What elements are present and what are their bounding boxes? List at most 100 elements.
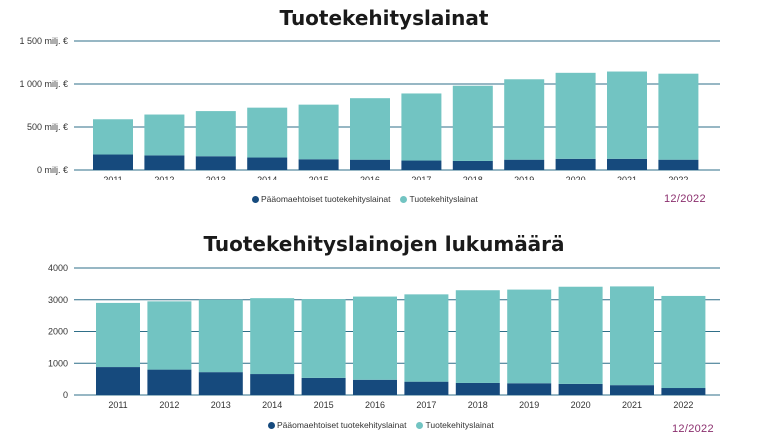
- y-tick-label: 500 milj. €: [27, 122, 68, 132]
- bar-rd-loans-2017: [401, 93, 442, 161]
- x-tick-label: 2021: [617, 175, 637, 180]
- bar-chart-loan-amounts: 0 milj. € 500 milj. € 1 000 milj. € 1 500 m…: [19, 36, 720, 180]
- legend-item-rd-loans: Tuotekehityslainat: [400, 194, 478, 204]
- x-tick-label: 2016: [365, 400, 385, 408]
- bar-rd-loans-2011: [96, 302, 140, 368]
- bar-equity-loans-2017: [404, 381, 449, 395]
- x-tick-label: 2021: [622, 400, 642, 408]
- bar-rd-loans-2022: [661, 295, 706, 389]
- y-tick-label: 1000: [48, 358, 68, 368]
- legend-swatch-light: [400, 195, 408, 203]
- bar-rd-loans-2019: [504, 79, 545, 160]
- x-tick-label: 2018: [463, 175, 483, 180]
- y-tick-label: 0 milj. €: [37, 165, 68, 175]
- bar-rd-loans-2020: [558, 286, 603, 384]
- bar-rd-loans-2016: [353, 296, 397, 380]
- x-tick-label: 2022: [673, 400, 693, 408]
- x-tick-label: 2013: [211, 400, 231, 408]
- chart-legend: Pääomaehtoiset tuotekehityslainat Tuotek…: [268, 420, 494, 430]
- x-tick-label: 2018: [468, 400, 488, 408]
- chart-legend: Pääomaehtoiset tuotekehityslainat Tuotek…: [252, 194, 478, 204]
- legend-swatch-dark: [252, 195, 259, 203]
- bar-equity-loans-2014: [250, 374, 295, 395]
- x-tick-label: 2012: [154, 175, 174, 180]
- bar-equity-loans-2018: [452, 160, 493, 170]
- legend-label: Pääomaehtoiset tuotekehityslainat: [261, 194, 391, 204]
- date-stamp: 12/2022: [672, 423, 714, 435]
- legend-swatch-dark: [268, 421, 275, 429]
- date-stamp: 12/2022: [664, 193, 706, 205]
- y-tick-label: 2000: [48, 327, 68, 337]
- x-tick-label: 2022: [668, 175, 688, 180]
- bar-rd-loans-2020: [555, 72, 596, 159]
- bar-equity-loans-2016: [350, 159, 390, 170]
- x-tick-label: 2012: [159, 400, 179, 408]
- bar-equity-loans-2018: [455, 382, 500, 395]
- bar-rd-loans-2016: [350, 98, 390, 160]
- bar-rd-loans-2012: [144, 114, 185, 156]
- bar-rd-loans-2018: [452, 85, 493, 161]
- bar-rd-loans-2018: [455, 290, 500, 383]
- legend-item-equity-loans: Pääomaehtoiset tuotekehityslainat: [268, 420, 406, 430]
- x-tick-label: 2014: [257, 175, 277, 180]
- bar-rd-loans-2013: [198, 299, 243, 373]
- bar-rd-loans-2021: [610, 286, 654, 386]
- bar-equity-loans-2014: [247, 157, 288, 170]
- x-tick-label: 2019: [514, 175, 534, 180]
- bar-equity-loans-2019: [507, 383, 552, 395]
- legend-item-equity-loans: Pääomaehtoiset tuotekehityslainat: [252, 194, 390, 204]
- legend-label: Pääomaehtoiset tuotekehityslainat: [277, 420, 407, 430]
- y-tick-label: 4000: [48, 263, 68, 273]
- bar-equity-loans-2012: [147, 369, 192, 395]
- bar-rd-loans-2021: [607, 71, 647, 159]
- bar-equity-loans-2013: [195, 156, 236, 170]
- x-tick-label: 2016: [360, 175, 380, 180]
- bar-chart-loan-counts: 0 1000 2000 3000 4000 2011 2012 2013 2014 2015 201…: [48, 263, 720, 408]
- legend-swatch-light: [416, 421, 424, 429]
- bar-rd-loans-2022: [658, 73, 699, 160]
- legend-label: Tuotekehityslainat: [409, 194, 478, 204]
- bar-equity-loans-2022: [658, 159, 699, 170]
- y-tick-label: 1 500 milj. €: [19, 36, 68, 46]
- x-tick-label: 2015: [309, 175, 329, 180]
- x-tick-label: 2020: [571, 400, 591, 408]
- bar-rd-loans-2012: [147, 301, 192, 370]
- bar-equity-loans-2019: [504, 159, 545, 170]
- bar-equity-loans-2015: [298, 159, 339, 170]
- bar-rd-loans-2017: [404, 294, 449, 382]
- bar-equity-loans-2021: [610, 385, 654, 395]
- bar-equity-loans-2016: [353, 379, 397, 395]
- x-tick-label: 2013: [206, 175, 226, 180]
- chart-panel-loan-counts: Tuotekehityslainojen lukumäärä 0 1000 2000…: [0, 228, 768, 445]
- x-tick-label: 2017: [416, 400, 436, 408]
- x-tick-label: 2011: [103, 175, 122, 180]
- bar-rd-loans-2019: [507, 289, 552, 384]
- y-tick-label: 1 000 milj. €: [19, 79, 68, 89]
- bar-rd-loans-2014: [247, 107, 288, 158]
- y-tick-label: 0: [63, 390, 68, 400]
- bar-equity-loans-2011: [93, 154, 133, 170]
- bar-rd-loans-2011: [93, 119, 133, 155]
- bar-rd-loans-2014: [250, 298, 295, 375]
- y-tick-label: 3000: [48, 295, 68, 305]
- bar-equity-loans-2021: [607, 158, 647, 170]
- bar-equity-loans-2011: [96, 367, 140, 395]
- bar-rd-loans-2015: [301, 299, 346, 378]
- bar-rd-loans-2013: [195, 111, 236, 157]
- legend-label: Tuotekehityslainat: [425, 420, 494, 430]
- bar-equity-loans-2012: [144, 155, 185, 170]
- x-tick-label: 2015: [314, 400, 334, 408]
- bar-equity-loans-2015: [301, 377, 346, 395]
- bar-equity-loans-2022: [661, 388, 706, 395]
- bar-equity-loans-2017: [401, 160, 442, 170]
- x-tick-label: 2019: [519, 400, 539, 408]
- x-tick-label: 2014: [262, 400, 282, 408]
- chart-panel-loans: Tuotekehityslainat 0 milj. € 500 milj. € 1…: [0, 0, 768, 215]
- chart-title: Tuotekehityslainat: [279, 6, 489, 30]
- x-tick-label: 2011: [108, 400, 127, 408]
- bar-equity-loans-2020: [555, 158, 596, 170]
- x-tick-label: 2020: [566, 175, 586, 180]
- bar-rd-loans-2015: [298, 104, 339, 160]
- bar-equity-loans-2020: [558, 383, 603, 395]
- chart-title: Tuotekehityslainojen lukumäärä: [203, 232, 565, 256]
